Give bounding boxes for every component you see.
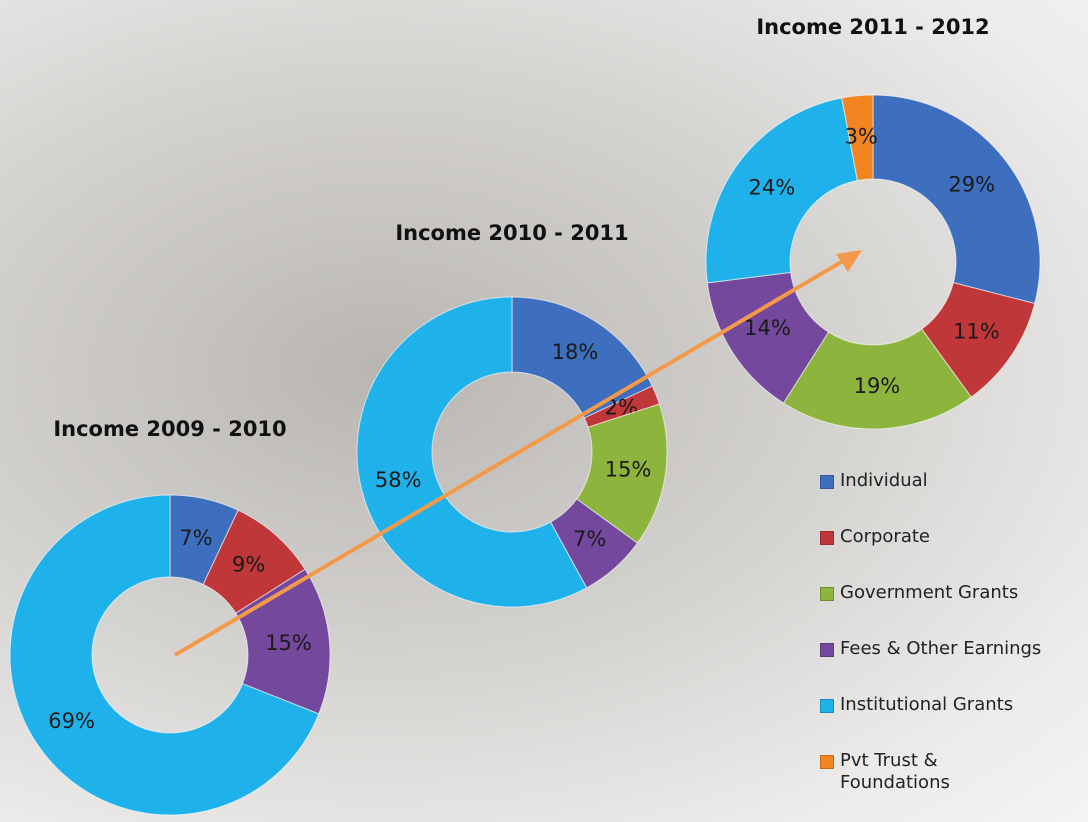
data-label: 7%: [573, 527, 606, 551]
chart-title: Income 2011 - 2012: [756, 15, 989, 39]
trend-arrow: [173, 250, 862, 657]
donut-slice: [782, 328, 972, 430]
legend-item: Institutional Grants: [820, 694, 1088, 750]
legend-label: Corporate: [840, 526, 930, 547]
legend-item: Fees & Other Earnings: [820, 638, 1088, 694]
data-label: 9%: [232, 553, 265, 577]
data-label: 29%: [948, 172, 995, 196]
legend-label: Pvt Trust & Foundations: [840, 750, 950, 793]
legend-swatch: [820, 755, 834, 769]
data-label: 19%: [854, 374, 901, 398]
legend-label: Fees & Other Earnings: [840, 638, 1042, 659]
data-label: 24%: [749, 176, 796, 200]
data-label: 3%: [845, 125, 878, 149]
donut-slice: [841, 94, 874, 182]
legend-item: Pvt Trust & Foundations: [820, 750, 1088, 806]
legend-swatch: [820, 587, 834, 601]
legend-label: Government Grants: [840, 582, 1019, 603]
data-label: 69%: [48, 709, 95, 733]
chart-title: Income 2010 - 2011: [395, 221, 628, 245]
legend: Individual Corporate Government Grants Fees…: [820, 470, 1088, 806]
data-label: 18%: [552, 340, 599, 364]
legend-swatch: [820, 531, 834, 545]
legend-swatch: [820, 643, 834, 657]
data-label: 14%: [744, 316, 791, 340]
data-label: 15%: [265, 631, 312, 655]
legend-item: Individual: [820, 470, 1088, 526]
legend-item: Corporate: [820, 526, 1088, 582]
legend-swatch: [820, 475, 834, 489]
donut-slice: [872, 94, 1041, 305]
chart-title: Income 2009 - 2010: [53, 417, 286, 441]
legend-label: Individual: [840, 470, 928, 491]
donut-slice: [9, 494, 320, 816]
data-label: 7%: [179, 526, 212, 550]
data-label: 15%: [605, 457, 652, 481]
donut-slice: [356, 296, 588, 608]
legend-swatch: [820, 699, 834, 713]
donut-slice: [705, 97, 859, 284]
data-label: 11%: [953, 319, 1000, 343]
legend-label: Institutional Grants: [840, 694, 1014, 715]
data-label: 58%: [375, 468, 422, 492]
legend-item: Government Grants: [820, 582, 1088, 638]
